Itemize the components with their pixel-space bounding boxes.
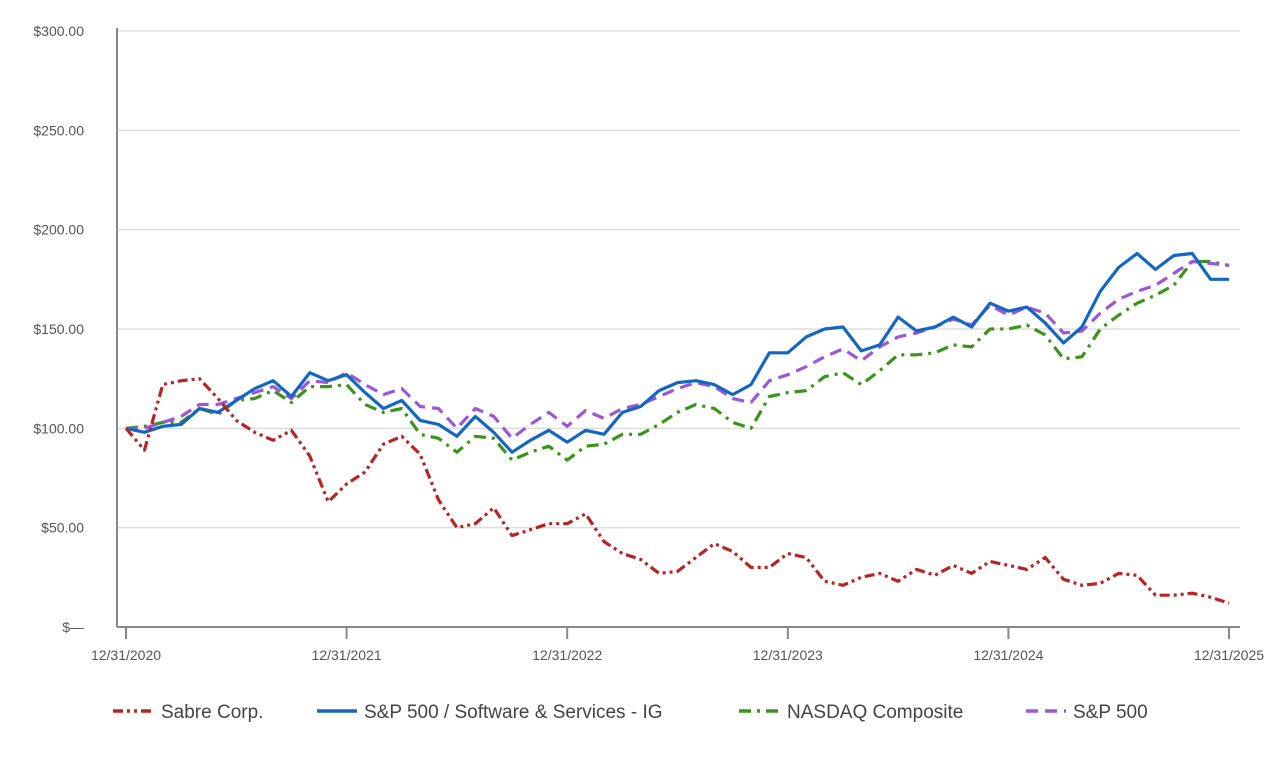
grid-lines bbox=[117, 30, 1240, 529]
x-axis-ticks: 12/31/2020 12/31/2021 12/31/2022 12/31/2023… bbox=[91, 627, 1264, 663]
legend-item-sabre[interactable]: Sabre Corp. bbox=[113, 702, 263, 723]
series-line-s-p-500-software-services-ig bbox=[125, 251, 1229, 454]
legend-item-sp500-software-services[interactable]: S&P 500 / Software & Services - IG bbox=[317, 702, 663, 723]
legend: Sabre Corp. S&P 500 / Software & Service… bbox=[113, 702, 1148, 723]
legend-item-sp500[interactable]: S&P 500 bbox=[1026, 702, 1148, 723]
legend-label-sp500: S&P 500 bbox=[1073, 702, 1148, 723]
x-tick-label-3: 12/31/2023 bbox=[753, 647, 823, 663]
series-lines bbox=[124, 251, 1230, 605]
y-tick-label-200: $200.00 bbox=[33, 222, 84, 238]
y-tick-label-50: $50.00 bbox=[41, 520, 84, 536]
legend-label-sabre: Sabre Corp. bbox=[161, 702, 263, 723]
series-line-sabre-corp bbox=[124, 377, 1230, 605]
series-line-nasdaq-composite bbox=[125, 259, 1230, 462]
x-tick-label-1: 12/31/2021 bbox=[312, 647, 382, 663]
y-tick-label-250: $250.00 bbox=[33, 122, 84, 138]
y-tick-label-0: $— bbox=[62, 619, 84, 635]
y-tick-label-100: $100.00 bbox=[33, 420, 84, 436]
y-tick-label-150: $150.00 bbox=[33, 321, 84, 337]
legend-item-nasdaq[interactable]: NASDAQ Composite bbox=[739, 702, 963, 723]
x-tick-label-2: 12/31/2022 bbox=[532, 647, 602, 663]
y-tick-label-300: $300.00 bbox=[33, 23, 84, 39]
x-tick-label-5: 12/31/2025 bbox=[1194, 647, 1264, 663]
axes bbox=[116, 28, 1240, 628]
legend-label-nasdaq: NASDAQ Composite bbox=[787, 702, 963, 723]
legend-label-sp500-software-services: S&P 500 / Software & Services - IG bbox=[364, 702, 663, 723]
y-axis-ticks: $— $50.00 $100.00 $150.00 $200.00 $250.00 $300… bbox=[33, 23, 84, 635]
x-tick-label-0: 12/31/2020 bbox=[91, 647, 161, 663]
x-tick-label-4: 12/31/2024 bbox=[973, 647, 1043, 663]
